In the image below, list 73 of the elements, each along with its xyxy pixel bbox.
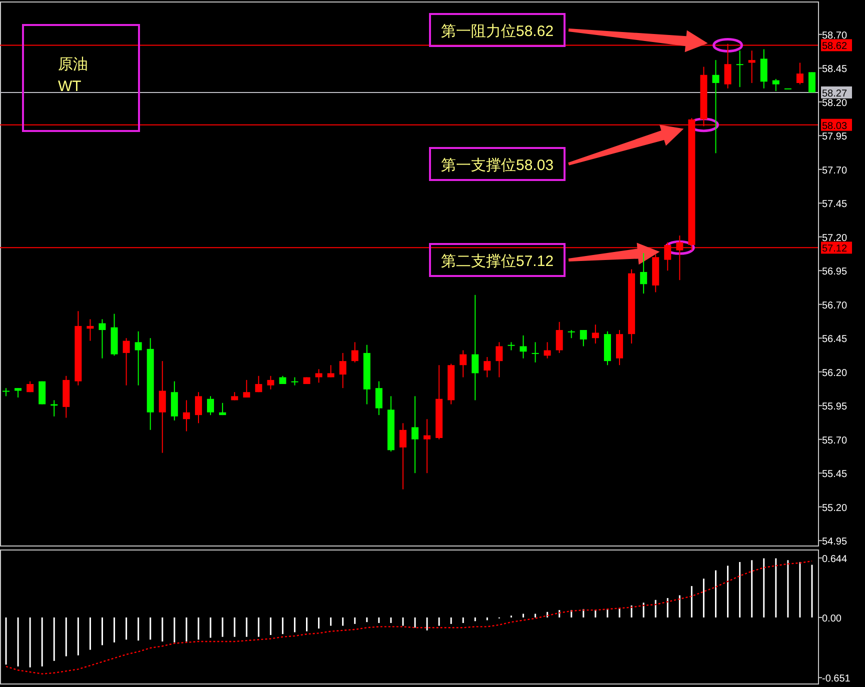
candlestick	[496, 342, 503, 378]
ref-line-label: 58.62	[822, 41, 848, 52]
candlestick	[556, 321, 563, 354]
line-series	[5, 560, 813, 674]
candlestick	[640, 252, 648, 294]
y-tick-label: -0.651	[822, 674, 851, 685]
candlestick	[375, 380, 382, 416]
y-tick-label: 58.45	[822, 64, 848, 76]
candlestick	[532, 342, 539, 363]
y-tick-label: 55.95	[822, 402, 848, 413]
candlestick	[772, 78, 780, 92]
annotation: 第一支撑位58.03	[441, 157, 554, 174]
y-tick-label: 0.644	[822, 554, 848, 565]
candlestick	[508, 342, 515, 351]
candlestick	[736, 50, 744, 88]
candlestick	[243, 379, 250, 398]
candlestick	[194, 392, 202, 424]
annotation: 第二支撑位57.12	[441, 253, 554, 270]
annotation: 第一阻力位58.62	[441, 23, 554, 40]
y-tick-label: 55.20	[822, 502, 848, 514]
y-tick-label: 58.70	[822, 30, 848, 42]
annotation: 第一支撑位58.03	[429, 147, 566, 181]
candlestick	[472, 294, 479, 401]
y-tick-label: 57.20	[822, 232, 848, 244]
candlestick	[544, 342, 551, 359]
candlestick	[412, 396, 419, 474]
candlestick	[460, 350, 467, 378]
candlestick	[86, 318, 94, 342]
y-tick-label: 54.95	[822, 536, 848, 548]
candlestick	[182, 400, 190, 432]
annotation: 第一阻力位58.62	[429, 13, 566, 47]
ref-line-label: 57.12	[822, 244, 848, 255]
candlestick	[580, 330, 587, 347]
candlestick	[712, 60, 720, 154]
candlestick	[315, 368, 322, 384]
y-tick-label: 0.00	[822, 613, 842, 624]
y-tick-label: 55.45	[822, 469, 848, 480]
candlestick	[158, 360, 166, 454]
annotation: 第二支撑位57.12	[429, 243, 566, 277]
text: WT	[58, 78, 82, 95]
candlestick	[14, 388, 22, 398]
candlestick	[207, 396, 214, 416]
candlestick	[134, 330, 142, 386]
candlestick	[219, 402, 226, 416]
candlestick	[592, 324, 599, 344]
candlestick	[98, 318, 106, 359]
candlestick	[748, 50, 756, 84]
candlestick	[38, 380, 46, 405]
candlestick	[424, 418, 431, 474]
y-tick-label: 55.70	[822, 435, 848, 446]
text: 原油	[58, 56, 88, 73]
y-tick-label: 57.95	[822, 132, 848, 143]
candlestick	[267, 375, 274, 390]
candlestick	[399, 422, 406, 490]
candlestick	[796, 62, 804, 85]
y-tick-label: 58.20	[822, 98, 848, 109]
candlestick	[760, 48, 768, 89]
candlestick	[339, 352, 346, 389]
y-tick-label: 57.70	[822, 165, 848, 176]
y-tick-label: 56.20	[822, 368, 848, 379]
y-tick-label: 56.95	[822, 266, 848, 278]
candlestick	[520, 334, 527, 359]
ref-line-label: 58.27	[822, 88, 848, 100]
candlestick	[484, 356, 491, 378]
y-tick-label: 56.70	[822, 300, 848, 312]
candlestick	[351, 342, 358, 363]
candlestick	[327, 364, 334, 378]
ref-line-label: 58.03	[822, 120, 848, 132]
y-tick-label: 56.45	[822, 334, 848, 346]
candlestick	[808, 72, 816, 93]
y-tick-label: 57.45	[822, 199, 848, 210]
candlestick	[255, 375, 262, 393]
candlestick	[122, 338, 130, 386]
